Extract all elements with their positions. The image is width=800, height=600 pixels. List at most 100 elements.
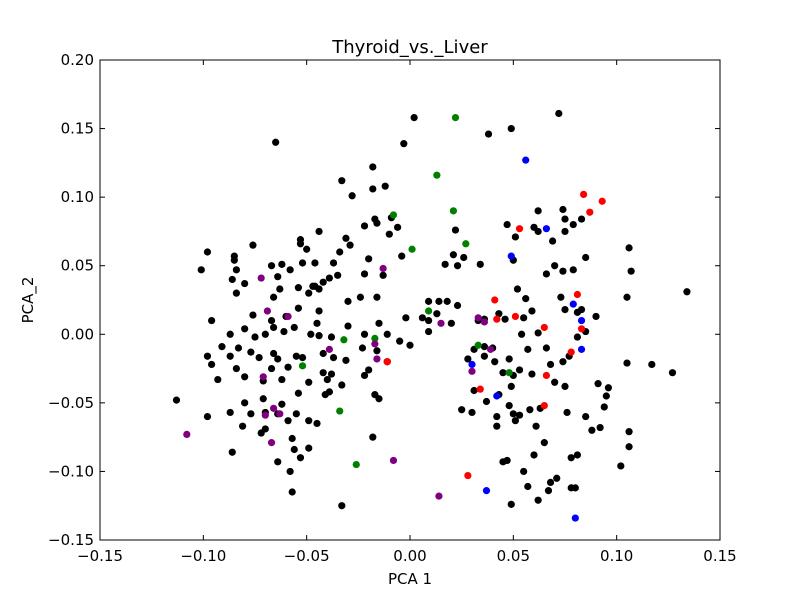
scatter-point — [305, 444, 313, 452]
scatter-point — [524, 345, 532, 353]
scatter-point — [241, 279, 249, 288]
scatter-point — [592, 312, 600, 321]
scatter-point — [226, 408, 234, 417]
scatter-point — [569, 300, 577, 308]
scatter-point — [546, 360, 555, 369]
scatter-point — [598, 197, 606, 205]
scatter-point — [338, 502, 346, 510]
scatter-point — [604, 384, 613, 392]
scatter-point — [625, 443, 633, 451]
scatter-point — [540, 323, 548, 332]
scatter-point — [476, 260, 484, 268]
y-tick-label: 0.20 — [61, 51, 94, 69]
scatter-point — [513, 285, 522, 293]
axis-ticks: −0.15 −0.10 −0.05 0.00 0.05 0.10 0.15 −0.15 −0.1… — [48, 51, 737, 565]
scatter-point — [453, 301, 462, 310]
scatter-point — [577, 316, 586, 325]
scatter-point — [303, 245, 311, 253]
scatter-point — [394, 223, 402, 231]
scatter-point — [234, 344, 243, 352]
scatter-point — [183, 430, 191, 438]
scatter-point — [305, 378, 313, 386]
scatter-point — [464, 355, 472, 363]
scatter-point — [325, 274, 333, 282]
scatter-point — [567, 348, 575, 356]
scatter-point — [336, 407, 344, 415]
scatter-point — [327, 333, 336, 341]
scatter-point — [571, 514, 579, 522]
scatter-point — [559, 267, 567, 275]
scatter-point — [418, 314, 426, 322]
scatter-point — [515, 411, 524, 419]
scatter-point — [208, 360, 216, 369]
scatter-point — [503, 220, 511, 229]
scatter-point — [544, 487, 553, 495]
scatter-point — [551, 378, 559, 386]
scatter-point — [400, 140, 408, 148]
scatter-point — [683, 288, 691, 296]
scatter-point — [344, 297, 352, 305]
scatter-point — [249, 241, 257, 249]
scatter-point — [270, 349, 278, 358]
scatter-point — [284, 363, 292, 371]
scatter-point — [348, 192, 356, 200]
scatter-point — [468, 408, 476, 417]
scatter-point — [493, 315, 501, 323]
scatter-point — [247, 348, 255, 356]
scatter-point — [573, 308, 582, 316]
scatter-point — [383, 358, 391, 366]
scatter-point — [499, 369, 507, 377]
scatter-point — [278, 400, 286, 408]
scatter-point — [288, 488, 296, 496]
scatter-point — [247, 410, 255, 418]
scatter-point — [443, 297, 451, 305]
scatter-point — [267, 316, 276, 325]
scatter-point — [232, 289, 240, 297]
scatter-point — [561, 227, 569, 236]
scatter-point — [441, 260, 449, 268]
scatter-point — [505, 355, 513, 363]
scatter-point — [449, 207, 457, 215]
scatter-point — [338, 177, 346, 185]
scatter-point — [298, 362, 307, 370]
scatter-point — [379, 271, 387, 279]
y-tick-label: 0.15 — [61, 120, 94, 138]
scatter-point — [451, 114, 460, 122]
scatter-point — [369, 433, 377, 441]
scatter-point — [241, 325, 249, 333]
scatter-point — [197, 266, 205, 274]
scatter-point — [425, 297, 433, 305]
x-tick-label: −0.10 — [180, 547, 226, 565]
scatter-point — [594, 380, 602, 388]
scatter-point — [278, 260, 286, 268]
scatter-point — [251, 333, 259, 341]
scatter-point — [305, 417, 313, 425]
scatter-point — [294, 304, 302, 312]
scatter-point — [329, 354, 338, 362]
x-tick-label: 0.00 — [393, 547, 426, 565]
scatter-point — [515, 366, 524, 374]
scatter-point — [307, 330, 315, 338]
scatter-point — [325, 345, 333, 353]
scatter-point — [290, 323, 298, 332]
scatter-point — [493, 392, 501, 400]
scatter-point — [540, 439, 548, 447]
scatter-point — [526, 406, 534, 414]
scatter-point — [358, 344, 367, 352]
scatter-point — [623, 359, 631, 367]
scatter-point — [534, 207, 542, 215]
scatter-point — [509, 410, 517, 418]
scatter-point — [346, 241, 354, 249]
scatter-point — [379, 264, 387, 273]
scatter-point — [474, 341, 482, 349]
scatter-point — [425, 327, 433, 336]
scatter-point — [425, 316, 433, 325]
scatter-point — [468, 367, 476, 375]
plot-area — [100, 60, 720, 540]
scatter-point — [315, 285, 323, 293]
scatter-point — [340, 336, 348, 344]
scatter-point — [371, 334, 379, 342]
scatter-point — [627, 267, 635, 275]
scatter-point — [360, 270, 369, 278]
scatter-point — [511, 312, 519, 321]
